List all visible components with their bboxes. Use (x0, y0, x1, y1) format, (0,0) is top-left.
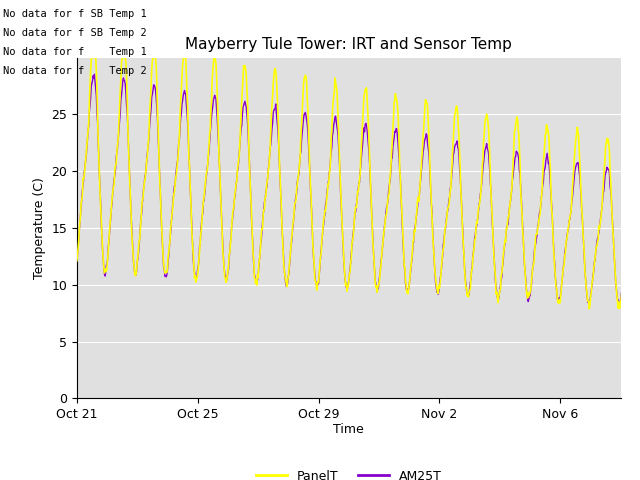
Title: Mayberry Tule Tower: IRT and Sensor Temp: Mayberry Tule Tower: IRT and Sensor Temp (186, 37, 512, 52)
Y-axis label: Temperature (C): Temperature (C) (33, 177, 45, 279)
Text: No data for f    Temp 2: No data for f Temp 2 (3, 66, 147, 76)
Text: No data for f SB Temp 2: No data for f SB Temp 2 (3, 28, 147, 38)
Text: No data for f SB Temp 1: No data for f SB Temp 1 (3, 9, 147, 19)
Text: No data for f    Temp 1: No data for f Temp 1 (3, 47, 147, 57)
Legend: PanelT, AM25T: PanelT, AM25T (251, 465, 447, 480)
X-axis label: Time: Time (333, 422, 364, 435)
